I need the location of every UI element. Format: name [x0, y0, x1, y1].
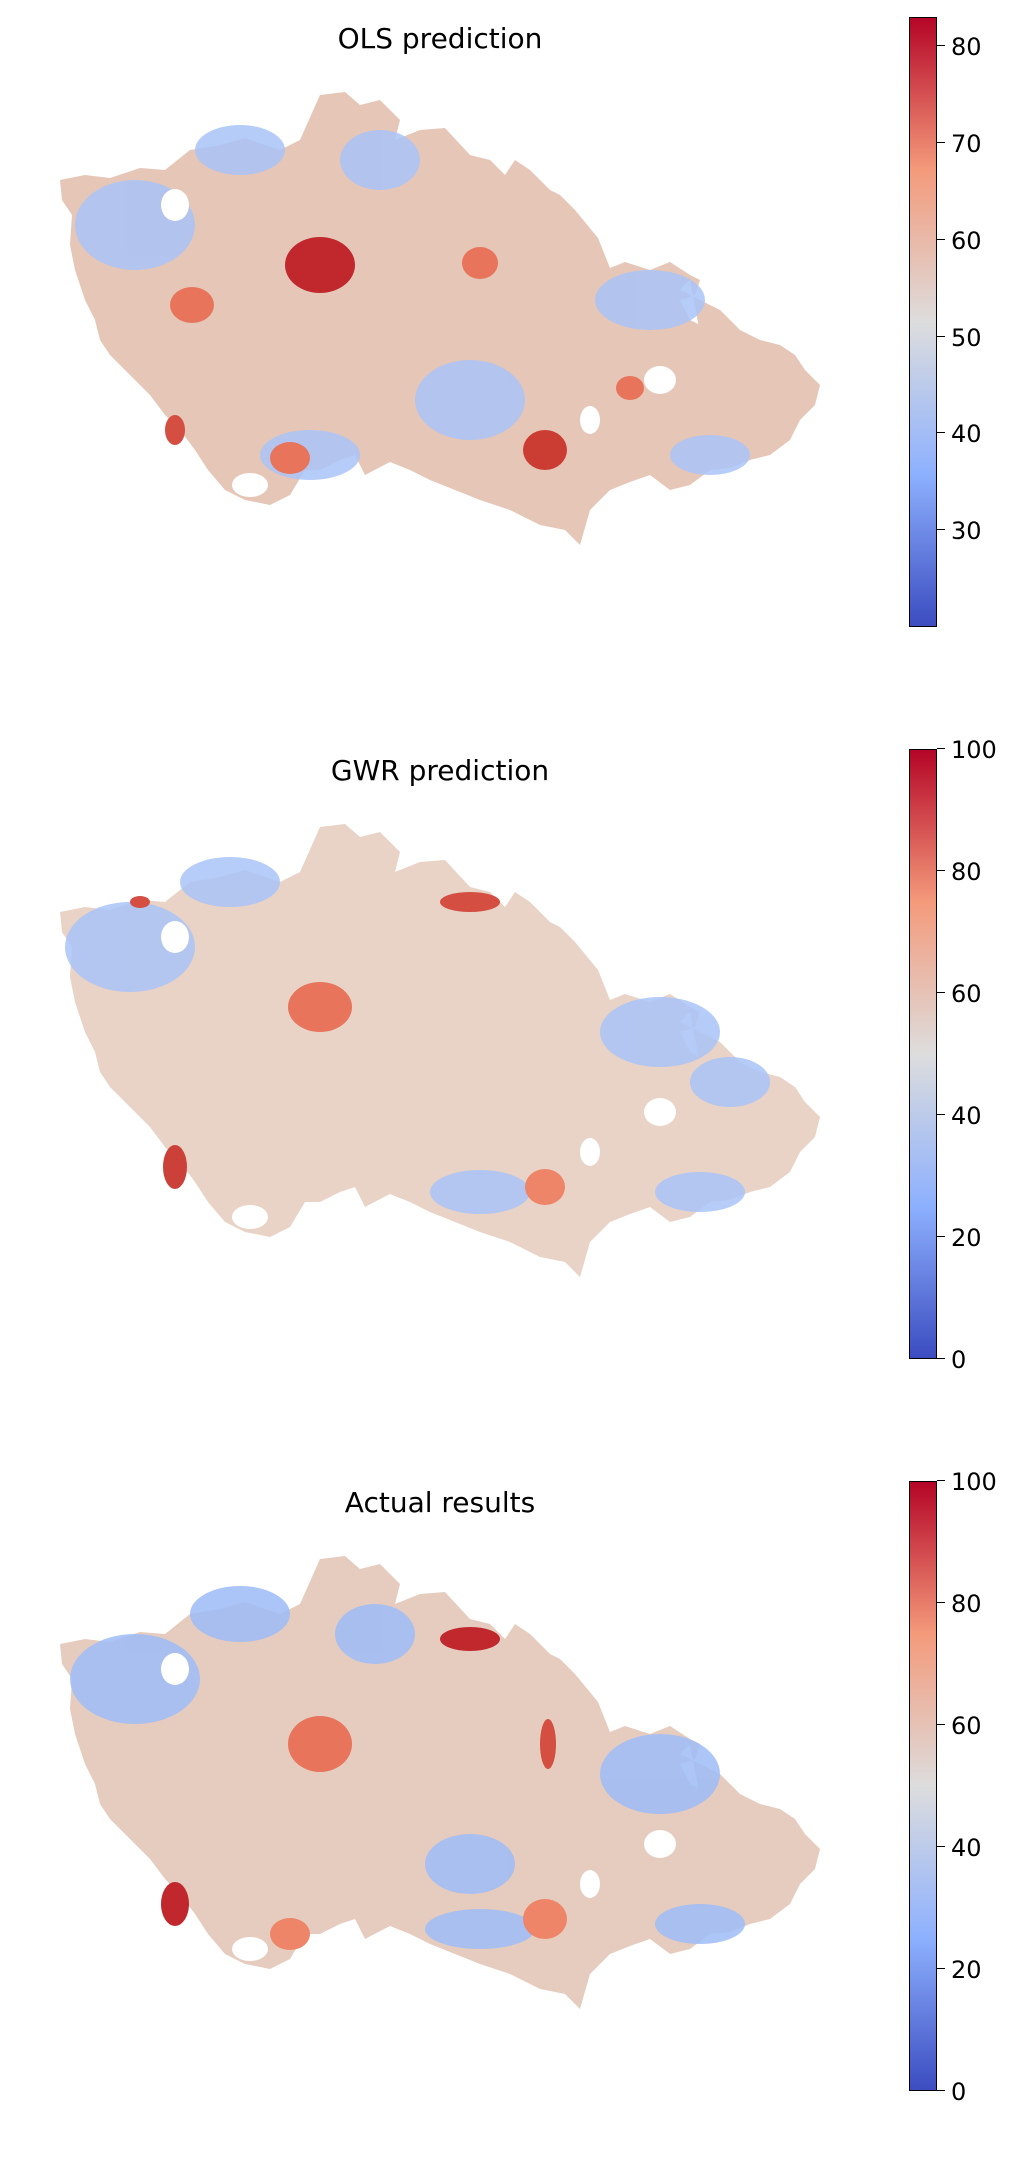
hotspots — [130, 892, 565, 1205]
tick-label: 0 — [951, 2078, 967, 2106]
panel-title: GWR prediction — [330, 754, 550, 787]
tick-mark — [937, 1114, 945, 1115]
tick-label: 50 — [951, 323, 982, 352]
gwr-colorbar-gradient — [909, 749, 937, 1359]
tick-mark — [937, 870, 945, 871]
actual-choropleth-map — [60, 1481, 937, 2091]
tick-mark — [937, 1968, 945, 1969]
tick-mark — [937, 1236, 945, 1237]
tick-mark — [937, 1602, 945, 1603]
panel-actual: Actual results 0 20 40 60 80 100 — [0, 1464, 1023, 2172]
czech-outline — [60, 92, 820, 545]
cool-regions — [65, 857, 770, 1214]
map-holes — [161, 1653, 676, 1961]
panel-title: Actual results — [344, 1486, 536, 1519]
hotspots — [165, 237, 644, 474]
tick-label: 60 — [951, 1712, 982, 1740]
panel-ols: OLS prediction 30 40 50 60 70 80 — [0, 0, 1023, 708]
czech-outline — [60, 824, 820, 1277]
tick-label: 100 — [951, 736, 997, 764]
tick-label: 60 — [951, 226, 982, 255]
tick-label: 40 — [951, 1102, 982, 1130]
tick-label: 80 — [951, 1590, 982, 1618]
tick-label: 70 — [951, 129, 982, 158]
actual-colorbar — [909, 1481, 937, 2091]
tick-mark — [937, 529, 945, 531]
tick-mark — [937, 992, 945, 993]
tick-mark — [937, 2090, 945, 2091]
tick-mark — [937, 748, 945, 749]
tick-mark — [937, 1358, 945, 1359]
actual-colorbar-gradient — [909, 1481, 937, 2091]
tick-label: 40 — [951, 1834, 982, 1862]
tick-mark — [937, 45, 945, 47]
ols-colorbar — [909, 17, 937, 627]
tick-label: 0 — [951, 1346, 967, 1374]
tick-label: 40 — [951, 420, 982, 449]
tick-mark — [937, 1480, 945, 1481]
tick-mark — [937, 1724, 945, 1725]
tick-label: 60 — [951, 980, 982, 1008]
cool-regions — [75, 125, 750, 480]
tick-label: 20 — [951, 1224, 982, 1252]
gwr-colorbar — [909, 749, 937, 1359]
panel-gwr: GWR prediction 0 20 40 60 80 100 — [0, 732, 1023, 1440]
tick-mark — [937, 432, 945, 434]
tick-label: 100 — [951, 1468, 997, 1496]
ols-choropleth-map — [60, 17, 937, 627]
tick-label: 20 — [951, 1956, 982, 1984]
ols-colorbar-gradient — [909, 17, 937, 627]
tick-mark — [937, 238, 945, 240]
tick-mark — [937, 1846, 945, 1847]
tick-mark — [937, 335, 945, 337]
czech-outline — [60, 1556, 820, 2009]
map-holes — [161, 921, 676, 1229]
tick-mark — [937, 141, 945, 143]
panel-title: OLS prediction — [337, 22, 543, 55]
hotspots — [161, 1627, 567, 1950]
map-holes — [161, 189, 676, 497]
tick-label: 30 — [951, 517, 982, 546]
gwr-choropleth-map — [60, 749, 937, 1359]
tick-label: 80 — [951, 858, 982, 886]
tick-label: 80 — [951, 33, 982, 62]
